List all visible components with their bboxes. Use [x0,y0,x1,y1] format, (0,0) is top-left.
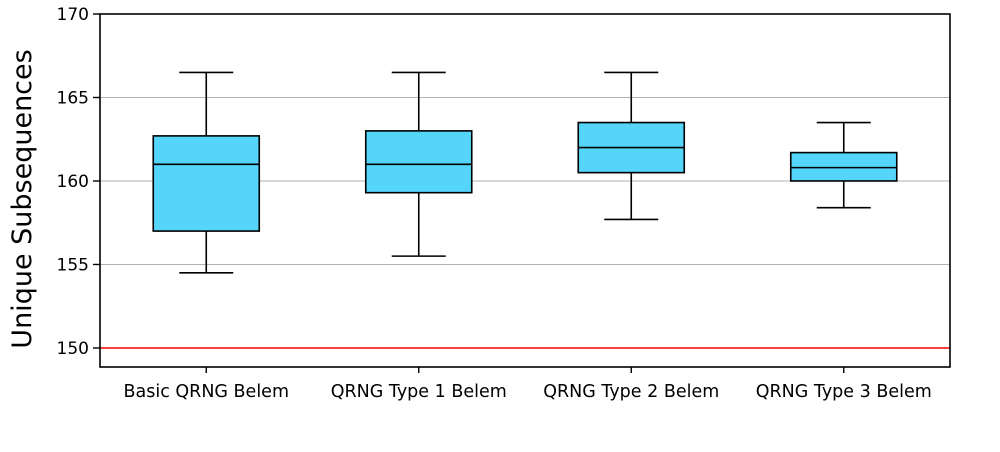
boxplot-basic-qrng-belem [152,71,261,274]
x-tick-label-qrng-type-3-belem: QRNG Type 3 Belem [756,382,932,402]
plot-area: Basic QRNG Belem QRNG Type 1 Belem QRNG Ty… [57,5,951,402]
boxplot-qrng-type-1-belem [364,71,473,257]
iqr-box [364,130,473,194]
y-tick-label-155: 155 [57,256,89,276]
y-tick-label-160: 160 [57,172,89,192]
y-tick-label-150: 150 [57,339,89,359]
boxplot-qrng-type-2-belem [577,71,686,221]
axes-frame [99,13,951,368]
iqr-box [152,135,261,232]
x-tick-label-qrng-type-2-belem: QRNG Type 2 Belem [543,382,719,402]
boxplot-qrng-type-3-belem [789,121,898,209]
y-tick-label-170: 170 [57,5,89,25]
y-tick-label-165: 165 [57,89,89,109]
y-axis-label: Unique Subsequences [7,49,38,348]
iqr-box [789,151,898,182]
x-tick-label-qrng-type-1-belem: QRNG Type 1 Belem [331,382,507,402]
x-tick-label-basic-qrng-belem: Basic QRNG Belem [124,382,290,402]
